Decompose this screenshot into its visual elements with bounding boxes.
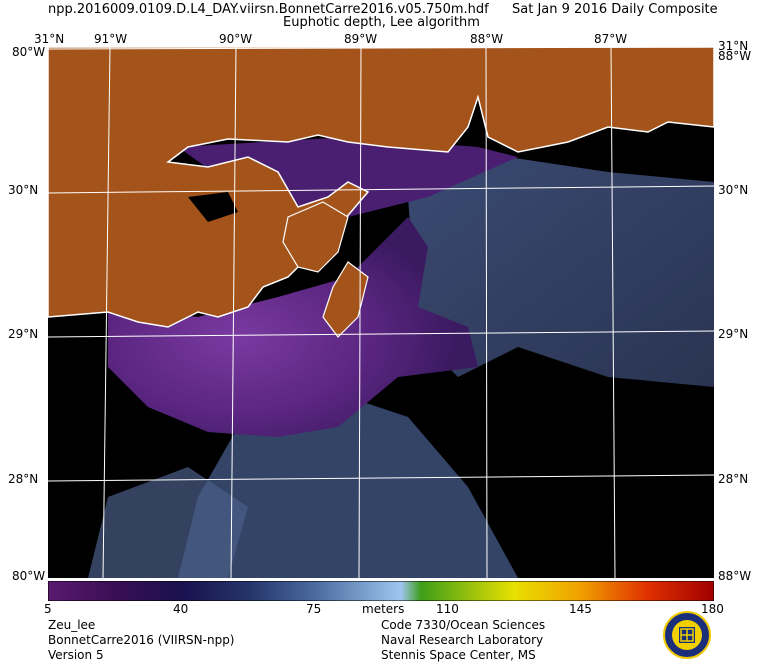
lon-label-90w: 90°W — [219, 32, 253, 46]
lake-area — [188, 192, 238, 222]
colorbar-units: meters — [362, 602, 405, 616]
filename-title: npp.2016009.0109.D.L4_DAY.viirsn.BonnetC… — [48, 2, 489, 17]
offshore-water-region — [408, 157, 714, 387]
lon-label-89w: 89°W — [344, 32, 378, 46]
graticule-lines — [48, 47, 714, 578]
euphotic-depth-map — [48, 47, 714, 578]
nrl-seal-logo — [663, 611, 711, 659]
lat-label-30n-right: 30°N — [718, 183, 749, 197]
colorbar-tick-110: 110 — [436, 602, 459, 616]
corner-lon-top-right: 88°W — [718, 49, 752, 63]
footer-dataset: BonnetCarre2016 (VIIRSN-npp) — [48, 633, 235, 647]
lat-label-30n-left: 30°N — [8, 183, 39, 197]
southern-water-region — [178, 397, 518, 578]
footer-code: Code 7330/Ocean Sciences — [381, 618, 546, 632]
lat-label-28n-right: 28°N — [718, 472, 749, 486]
date-title: Sat Jan 9 2016 Daily Composite — [512, 2, 718, 17]
corner-lon-top-left: 80°W — [12, 45, 46, 59]
corner-lon-bottom-right: 88°W — [718, 569, 752, 583]
colorbar-gradient — [48, 581, 714, 601]
footer-location: Stennis Space Center, MS — [381, 648, 536, 662]
lon-label-91w: 91°W — [94, 32, 128, 46]
lat-label-28n-left: 28°N — [8, 472, 39, 486]
lat-label-29n-left: 29°N — [8, 327, 39, 341]
footer-lab: Naval Research Laboratory — [381, 633, 544, 647]
colorbar-tick-5: 5 — [44, 602, 52, 616]
land-mass — [48, 47, 714, 328]
colorbar-tick-145: 145 — [569, 602, 592, 616]
footer-version: Version 5 — [48, 648, 104, 662]
lon-label-88w: 88°W — [470, 32, 504, 46]
colorbar-tick-40: 40 — [173, 602, 189, 616]
product-title: Euphotic depth, Lee algorithm — [283, 15, 480, 30]
delta-land — [282, 201, 349, 273]
lat-label-29n-right: 29°N — [718, 327, 749, 341]
southwest-water-region — [88, 467, 248, 578]
corner-lat-top-left: 31°N — [34, 32, 65, 46]
corner-lat-top-right: 31°N — [718, 39, 749, 53]
colorbar-tick-75: 75 — [306, 602, 322, 616]
lon-label-87w: 87°W — [594, 32, 628, 46]
colorbar-tick-180: 180 — [701, 602, 724, 616]
birdfoot-delta-land — [322, 261, 369, 338]
turbid-plume-region — [108, 217, 478, 437]
colorbar — [48, 581, 714, 601]
corner-lon-bottom-left: 80°W — [12, 569, 46, 583]
footer-variable: Zeu_lee — [48, 618, 96, 632]
